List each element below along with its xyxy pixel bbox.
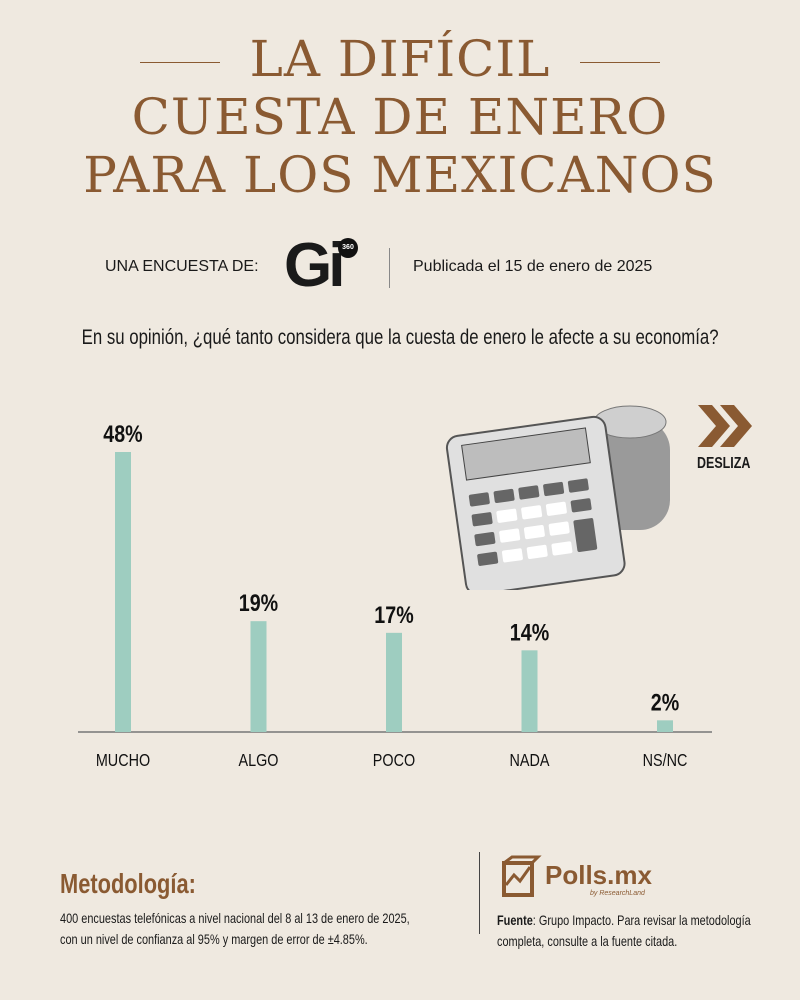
title-line: LA DIFÍCIL [249,30,551,88]
divider [389,248,390,288]
page-title: LA DIFÍCIL CUESTA DE ENERO PARA LOS MEXI… [0,30,800,204]
category-label: ALGO [239,751,279,771]
calculator-coins-illustration [445,405,670,590]
methodology-line: 400 encuestas telefónicas a nivel nacion… [60,910,410,926]
bar-poco [386,632,402,732]
bar-algo [250,621,267,732]
methodology-line: con un nivel de confianza al 95% y marge… [60,931,368,947]
gi360-logo: Gi 360 [284,231,358,300]
title-rule-right [580,62,660,63]
data-label: 19% [239,589,278,616]
bar-chart: 48% MUCHO 19% ALGO 17% POCO 14% NADA 2% NS/NC [78,420,712,771]
polls-logo-text: Polls.mx [545,860,652,890]
source-line: : Grupo Impacto. Para revisar la metodol… [532,912,751,928]
source-label: Fuente [497,912,533,928]
logo-text: Gi [284,231,345,300]
methodology-heading-text: Metodología: [60,868,196,899]
data-label: 14% [510,618,549,645]
polls-logo-icon [502,855,542,897]
source-text: Fuente: Grupo Impacto. Para revisar la m… [497,910,800,952]
category-label: POCO [373,751,415,771]
published-date: Publicada el 15 de enero de 2025 [413,258,653,275]
bar-mucho [115,452,131,732]
chevrons-right-icon[interactable] [698,405,756,447]
bar-nada [521,650,538,732]
category-label: MUCHO [96,751,150,771]
category-label: NADA [510,751,550,771]
polls-logo-sub: by ResearchLand [590,890,645,897]
swipe-text: DESLIZA [697,455,751,472]
data-label: 17% [374,601,413,628]
logo-badge: 360 [338,238,358,258]
question: En su opinión, ¿qué tanto considera que … [0,326,800,350]
footer-divider [479,852,480,934]
bar-nsnc [657,720,673,732]
title-line: CUESTA DE ENERO [131,88,669,146]
swipe-label[interactable]: DESLIZA [697,455,765,473]
title-line: PARA LOS MEXICANOS [83,146,717,204]
calculator-icon [445,415,626,590]
question-text: En su opinión, ¿qué tanto considera que … [81,326,719,349]
category-label: NS/NC [643,751,688,771]
methodology-text: 400 encuestas telefónicas a nivel nacion… [60,908,508,950]
data-label: 48% [103,420,142,447]
source-line: completa, consulte a la fuente citada. [497,933,678,949]
methodology-heading: Metodología: [60,868,234,900]
title-rule-left [140,62,220,63]
survey-by-label: UNA ENCUESTA DE: [105,258,259,275]
data-label: 2% [651,688,679,715]
